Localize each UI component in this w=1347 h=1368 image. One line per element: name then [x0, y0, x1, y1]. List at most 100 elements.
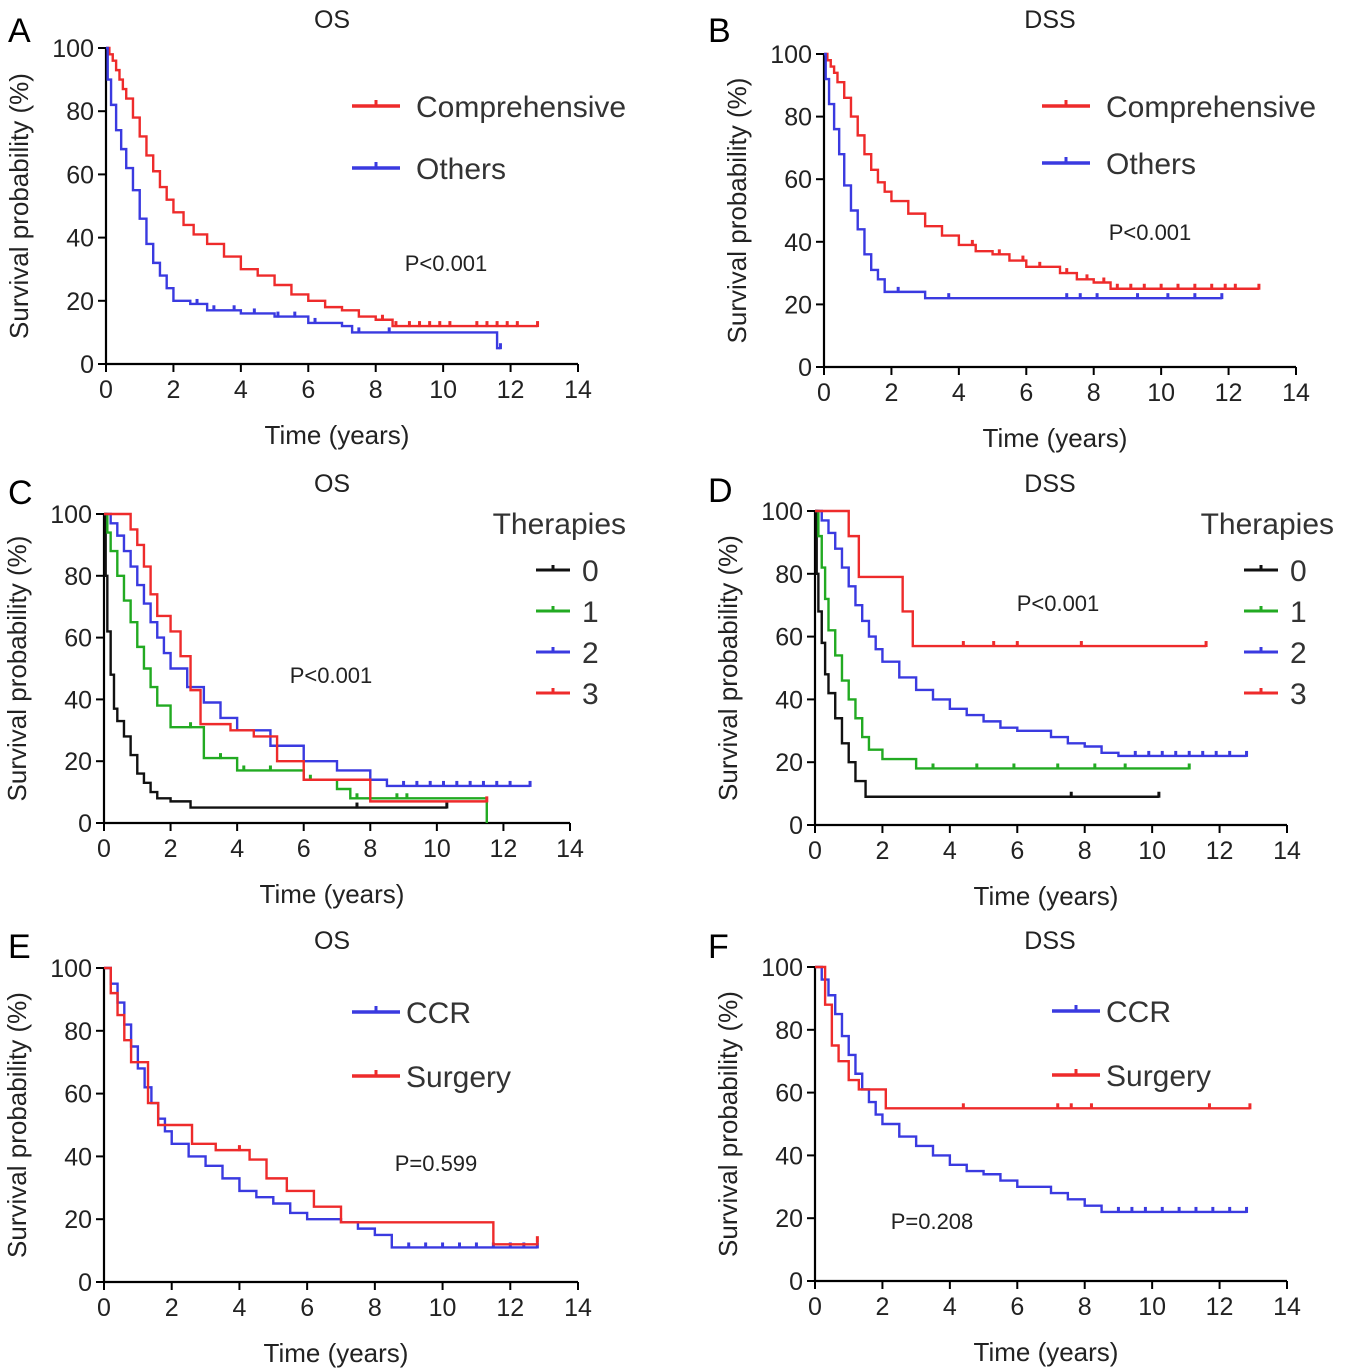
panel-title: DSS [1024, 470, 1075, 498]
x-tick-label: 4 [234, 376, 248, 404]
x-axis-label: Time (years) [983, 423, 1128, 453]
legend-label: 2 [582, 637, 599, 670]
x-axis-label: Time (years) [264, 1338, 409, 1368]
x-tick-label: 6 [300, 1294, 314, 1322]
y-axis-label: Survival probability (%) [713, 535, 743, 801]
x-tick-label: 2 [166, 376, 180, 404]
y-tick-label: 40 [66, 225, 94, 253]
y-tick-label: 0 [78, 1269, 92, 1297]
y-tick-label: 20 [775, 1205, 803, 1233]
survival-curve-others [106, 46, 501, 350]
y-tick-label: 40 [775, 686, 803, 714]
x-tick-label: 6 [297, 835, 311, 863]
survival-curve-comprehensive [824, 52, 1259, 290]
x-tick-label: 14 [1282, 379, 1310, 407]
p-value: P<0.001 [1109, 220, 1192, 245]
x-tick-label: 12 [496, 1294, 524, 1322]
y-tick-label: 20 [775, 749, 803, 777]
y-tick-label: 20 [66, 288, 94, 316]
y-tick-label: 100 [761, 498, 803, 526]
panel-f: F DSS 0 2 4 6 8 10 12 14 0 20 40 60 80 100 Time (years) S… [708, 927, 1301, 1367]
panel-letter: B [708, 12, 731, 50]
legend-label: 0 [582, 555, 599, 588]
y-tick-label: 20 [64, 748, 92, 776]
x-axis-label: Time (years) [974, 881, 1119, 911]
x-tick-label: 12 [1215, 379, 1243, 407]
panel-title: OS [314, 927, 350, 955]
survival-curve-0 [815, 509, 1159, 798]
y-tick-label: 80 [775, 561, 803, 589]
y-tick-label: 40 [64, 1143, 92, 1171]
x-tick-label: 14 [556, 835, 584, 863]
x-tick-label: 6 [1010, 837, 1024, 865]
panel-title: DSS [1024, 927, 1075, 955]
x-tick-label: 10 [1147, 379, 1175, 407]
y-tick-label: 60 [64, 625, 92, 653]
x-tick-label: 12 [1206, 837, 1234, 865]
legend-label: Comprehensive [416, 91, 626, 124]
x-tick-label: 8 [1078, 1293, 1092, 1321]
y-tick-label: 80 [64, 1018, 92, 1046]
x-tick-label: 10 [429, 1294, 457, 1322]
panel-letter: F [708, 928, 729, 966]
panel-e: E OS 0 2 4 6 8 10 12 14 0 20 40 60 80 100 Time (years) Su… [2, 927, 592, 1368]
y-tick-label: 0 [78, 810, 92, 838]
survival-curve-surgery [815, 965, 1250, 1110]
x-tick-label: 12 [490, 835, 518, 863]
y-tick-label: 60 [775, 624, 803, 652]
panel-title: DSS [1024, 6, 1075, 34]
legend-label: Others [416, 153, 506, 186]
x-tick-label: 0 [808, 1293, 822, 1321]
x-tick-label: 4 [230, 835, 244, 863]
y-tick-label: 40 [64, 686, 92, 714]
x-tick-label: 10 [1138, 837, 1166, 865]
y-tick-label: 40 [784, 229, 812, 257]
x-tick-label: 12 [497, 376, 525, 404]
x-tick-label: 6 [1019, 379, 1033, 407]
x-tick-label: 12 [1206, 1293, 1234, 1321]
x-tick-label: 8 [1087, 379, 1101, 407]
p-value: P<0.001 [290, 663, 373, 688]
y-axis-label: Survival probability (%) [713, 991, 743, 1257]
survival-curve-1 [815, 509, 1190, 770]
panel-title: OS [314, 6, 350, 34]
x-tick-label: 14 [1273, 837, 1301, 865]
legend-label: 1 [1290, 596, 1307, 629]
y-tick-label: 60 [66, 161, 94, 189]
y-tick-label: 100 [50, 501, 92, 529]
x-tick-label: 10 [423, 835, 451, 863]
x-tick-label: 6 [301, 376, 315, 404]
survival-curve-2 [815, 509, 1247, 758]
x-tick-label: 6 [1010, 1293, 1024, 1321]
survival-curve-2 [104, 512, 531, 788]
y-tick-label: 80 [775, 1017, 803, 1045]
legend-label: CCR [406, 997, 471, 1030]
x-tick-label: 0 [97, 1294, 111, 1322]
p-value: P=0.599 [395, 1151, 478, 1176]
p-value: P<0.001 [405, 251, 488, 276]
x-tick-label: 8 [369, 376, 383, 404]
x-tick-label: 4 [943, 837, 957, 865]
x-tick-label: 10 [1138, 1293, 1166, 1321]
p-value: P<0.001 [1017, 591, 1100, 616]
legend-title: Therapies [1201, 508, 1334, 541]
survival-curve-comprehensive [106, 46, 538, 328]
survival-curve-1 [104, 512, 488, 823]
survival-curve-3 [815, 509, 1207, 648]
x-tick-label: 0 [817, 379, 831, 407]
x-tick-label: 2 [875, 1293, 889, 1321]
panel-b: B DSS 0 2 4 6 8 10 12 14 0 20 40 60 80 100 Time (years) S… [708, 6, 1316, 453]
x-tick-label: 2 [884, 379, 898, 407]
legend-label: Surgery [406, 1061, 511, 1094]
x-tick-label: 14 [564, 376, 592, 404]
x-tick-label: 10 [429, 376, 457, 404]
legend-label: 1 [582, 596, 599, 629]
x-axis-label: Time (years) [974, 1337, 1119, 1367]
y-tick-label: 20 [64, 1206, 92, 1234]
x-tick-label: 4 [943, 1293, 957, 1321]
y-tick-label: 60 [775, 1080, 803, 1108]
legend-label: CCR [1106, 996, 1171, 1029]
